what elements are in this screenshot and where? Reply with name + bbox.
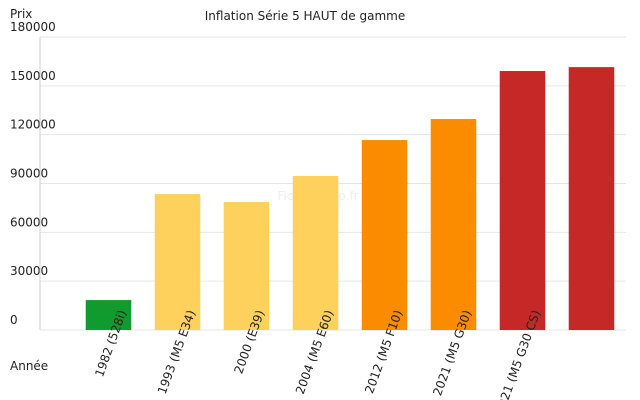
bar [568, 67, 615, 330]
y-tick-label: 180000 [10, 20, 56, 34]
y-tick-label: 90000 [10, 167, 48, 181]
y-tick-label: 30000 [10, 264, 48, 278]
bar [292, 176, 339, 330]
y-tick-label: 0 [10, 313, 18, 327]
bar [85, 300, 132, 330]
y-tick-label: 120000 [10, 118, 56, 132]
bar [154, 194, 201, 330]
y-tick-label: 150000 [10, 69, 56, 83]
x-axis-label: Année [10, 359, 48, 373]
y-tick-label: 60000 [10, 215, 48, 229]
bar [430, 119, 477, 330]
chart-title: Inflation Série 5 HAUT de gamme [205, 9, 405, 23]
bar [223, 202, 270, 330]
y-axis-label: Prix [10, 7, 32, 21]
bar [499, 71, 546, 330]
bar [361, 140, 408, 330]
